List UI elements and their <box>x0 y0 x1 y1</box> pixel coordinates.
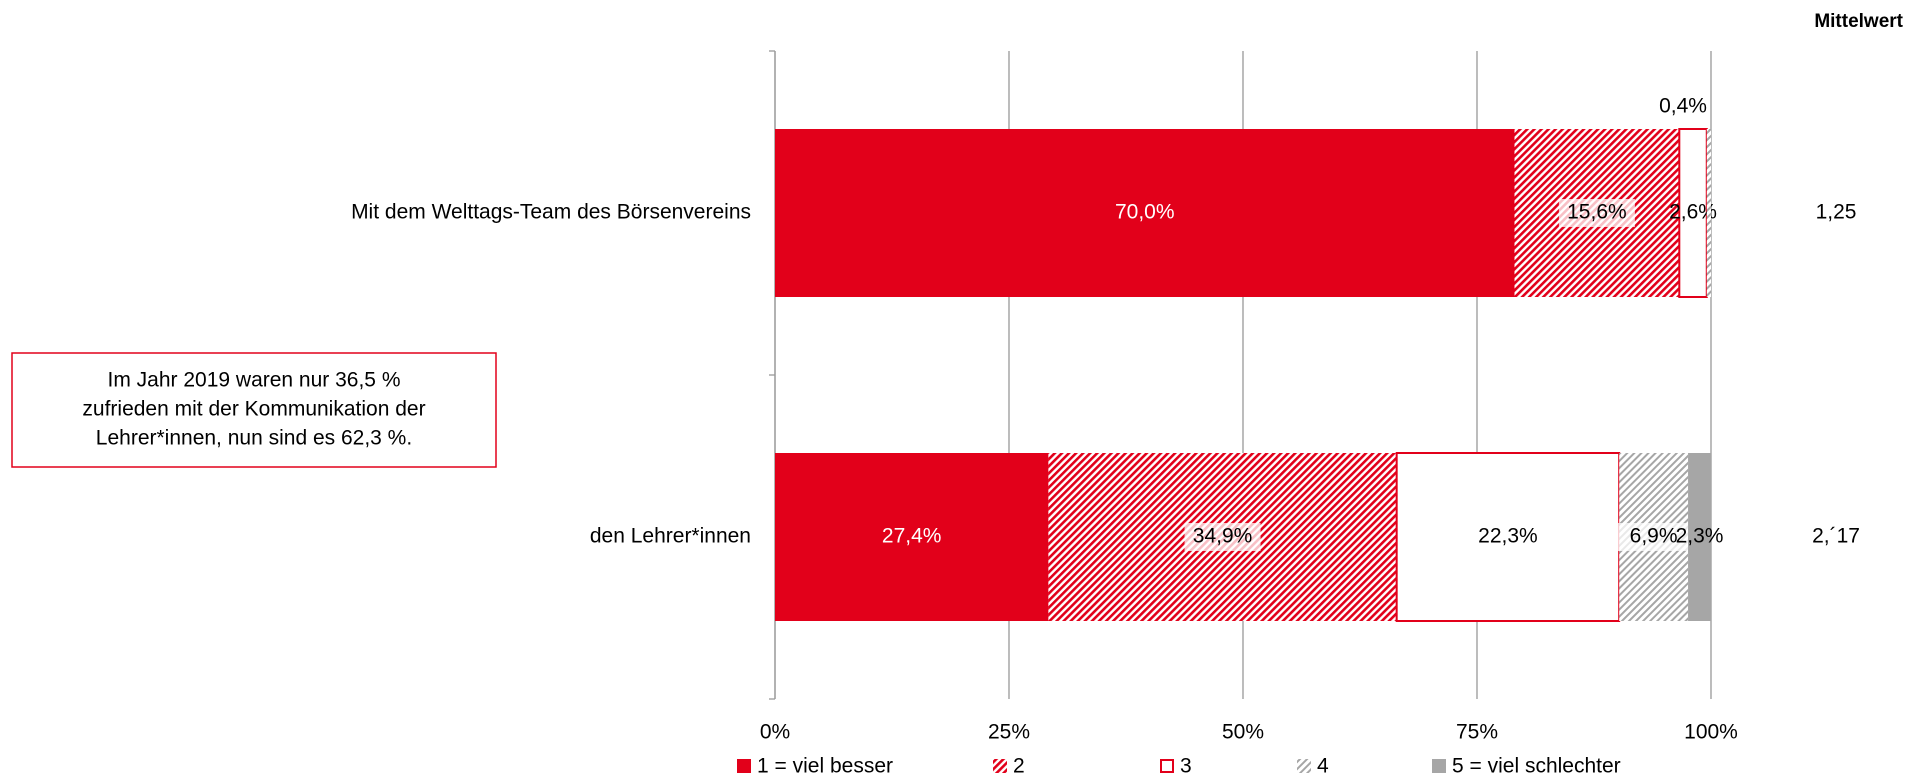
annotation: Im Jahr 2019 waren nur 36,5 % <box>108 369 401 392</box>
legend-marker <box>737 759 751 773</box>
legend-label: 3 <box>1180 755 1192 778</box>
data-label: 34,9% <box>1193 525 1253 548</box>
data-label: 70,0% <box>1115 201 1175 224</box>
annotation: Lehrer*innen, nun sind es 62,3 %. <box>96 427 412 450</box>
bar-segment <box>1678 128 1708 298</box>
mean-header: Mittelwert <box>1814 11 1903 32</box>
label-bg <box>1558 199 1635 227</box>
label-bg <box>1615 523 1692 551</box>
data-label: 22,3% <box>1478 525 1538 548</box>
mean-value: 2,´17 <box>1812 525 1860 548</box>
data-label: 0,4% <box>1659 95 1707 118</box>
legend-label: 2 <box>1013 755 1025 778</box>
data-label: 2,6% <box>1669 201 1717 224</box>
x-tick-label: 25% <box>988 721 1030 744</box>
legend-label: 4 <box>1317 755 1329 778</box>
bar-segment <box>775 453 1049 621</box>
data-label: 6,9% <box>1630 525 1678 548</box>
x-tick-label: 50% <box>1222 721 1264 744</box>
legend-label: 5 = viel schlechter <box>1452 755 1621 778</box>
bar-segment <box>775 129 1515 297</box>
legend-label: 1 = viel besser <box>757 755 893 778</box>
x-tick-label: 75% <box>1456 721 1498 744</box>
annotation-box <box>11 352 497 468</box>
legend-marker <box>1160 759 1174 773</box>
bar-segment <box>1688 453 1711 621</box>
bar-segment <box>1395 452 1621 622</box>
category-label: den Lehrer*innen <box>590 525 751 548</box>
legend-marker <box>993 759 1007 773</box>
x-tick-label: 0% <box>760 721 790 744</box>
category-label: Mit dem Welttags-Team des Börsenvereins <box>351 201 751 224</box>
annotation: zufrieden mit der Kommunikation der <box>82 398 425 421</box>
label-bg <box>1184 523 1261 551</box>
x-tick-label: 100% <box>1684 721 1738 744</box>
legend-marker <box>1297 759 1311 773</box>
bar-segment <box>1706 129 1711 297</box>
legend-marker <box>1432 759 1446 773</box>
data-label: 15,6% <box>1567 201 1627 224</box>
data-label: 2,3% <box>1676 525 1724 548</box>
data-label: 27,4% <box>882 525 942 548</box>
mean-value: 1,25 <box>1816 201 1857 224</box>
